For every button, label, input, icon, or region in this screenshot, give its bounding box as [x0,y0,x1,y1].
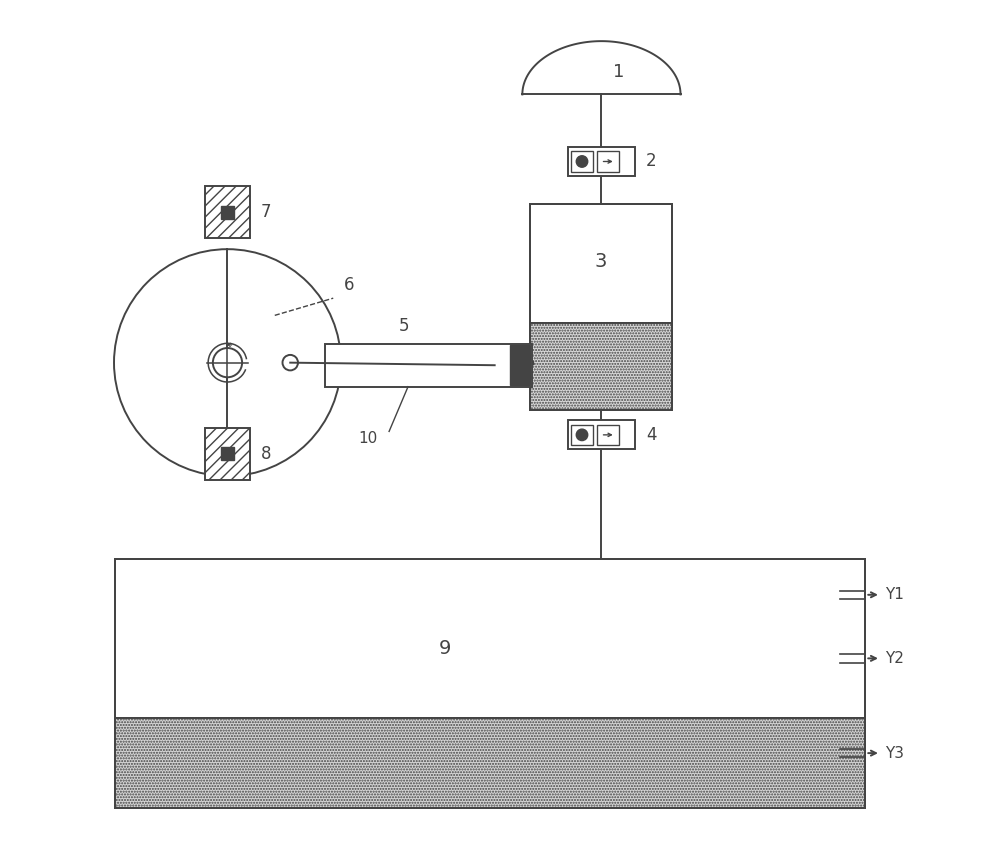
Text: 5: 5 [399,317,409,335]
Circle shape [283,355,298,371]
Bar [597,151,619,172]
Text: 6: 6 [344,275,354,293]
Bar [530,204,672,323]
Bar [571,424,593,445]
Text: 2: 2 [646,153,657,170]
Bar [205,428,250,479]
Bar [597,424,619,445]
Circle shape [114,249,341,477]
Text: 7: 7 [261,203,272,221]
Text: 9: 9 [439,639,451,658]
Circle shape [213,348,242,378]
Bar [221,447,234,460]
Bar [568,147,635,176]
Text: Y3: Y3 [885,746,904,760]
Bar [568,420,635,450]
Bar [510,345,530,385]
Text: Y1: Y1 [885,588,904,602]
Text: 8: 8 [261,444,272,463]
Text: 1: 1 [613,63,624,82]
Bar [530,204,672,410]
Circle shape [576,155,588,168]
Text: 3: 3 [595,252,607,271]
Bar [221,206,234,219]
Bar [115,559,865,808]
Bar [325,344,532,387]
Text: 4: 4 [646,426,657,444]
Text: Y2: Y2 [885,651,904,666]
Bar [530,323,672,410]
Bar [205,187,250,238]
Text: 10: 10 [358,431,377,445]
Bar [115,559,865,718]
Bar [115,718,865,808]
Bar [571,151,593,172]
Circle shape [576,429,588,441]
